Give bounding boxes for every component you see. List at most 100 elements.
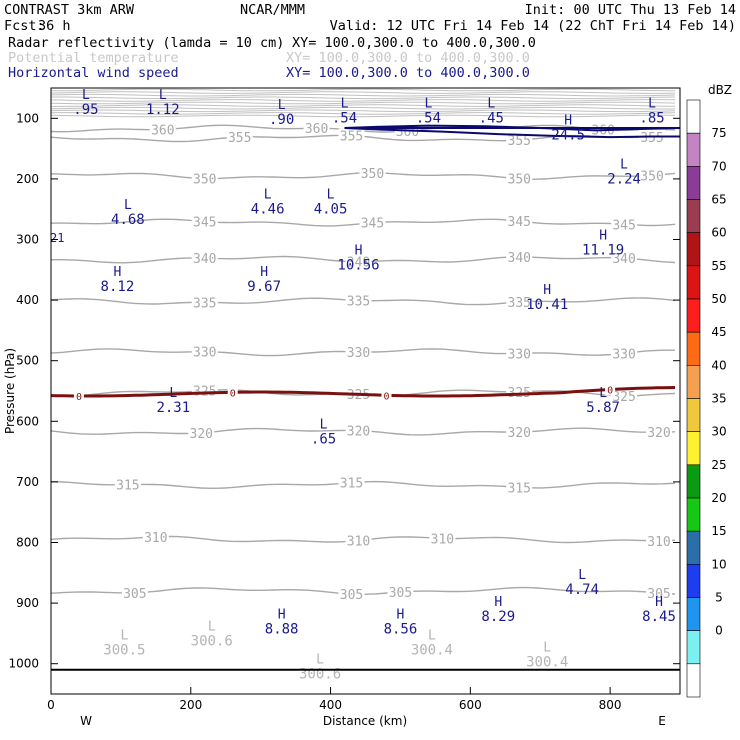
- theta-label: 320: [508, 426, 531, 441]
- extremum-L: L: [620, 158, 628, 173]
- zero-label-mask: [227, 386, 238, 399]
- theta-label-mask: [338, 128, 365, 142]
- extremum-value: .54: [332, 110, 357, 126]
- extremum-L: L: [543, 641, 551, 656]
- theta-label: 305: [389, 586, 412, 601]
- extremum-value: 2.24: [607, 172, 641, 188]
- theta-label: 315: [116, 479, 139, 494]
- extremum-value: .65: [311, 432, 336, 448]
- extremum-value: 300.4: [526, 655, 568, 671]
- theta-label-mask: [506, 171, 533, 185]
- theta-label: 335: [193, 296, 216, 311]
- theta-label-mask: [646, 425, 673, 439]
- theta-label: 355: [640, 131, 663, 146]
- extremum-H: H: [113, 265, 121, 280]
- fcst-label: Fcst:: [4, 18, 45, 34]
- x-tick-label: 400: [319, 698, 342, 712]
- theta-label-mask: [191, 344, 218, 358]
- theta-label: 330: [193, 346, 216, 361]
- y-tick-label: 700: [16, 475, 39, 489]
- colorbar-level-label: 15: [711, 524, 726, 538]
- extremum-value: 8.56: [384, 621, 418, 637]
- extremum-value: 4.46: [251, 201, 285, 217]
- theta-label-mask: [506, 346, 533, 360]
- theta-label-mask: [646, 533, 673, 547]
- theta-label-mask: [345, 293, 372, 307]
- extremum-value: 300.4: [411, 642, 453, 658]
- theta-label: 315: [508, 481, 531, 496]
- header: CONTRAST 3km ARW NCAR/MMM Init: 00 UTC T…: [4, 2, 736, 81]
- theta-label-mask: [345, 254, 372, 268]
- theta-label-mask: [646, 585, 673, 599]
- y-axis: 100 200 300 400 500 600 700 800 900 1000: [8, 111, 680, 671]
- extremum-L: L: [327, 187, 335, 202]
- theta-label: 330: [347, 346, 370, 361]
- y-tick-label: 100: [16, 111, 39, 125]
- y-tick-label: 200: [16, 172, 39, 186]
- theta-label-mask: [506, 249, 533, 263]
- zero-contour-label: 0: [383, 391, 389, 402]
- y-tick-label: 900: [16, 596, 39, 610]
- extremum-value: 4.74: [565, 582, 599, 598]
- field-xy-theta: XY= 100.0,300.0 to 400.0,300.0: [286, 50, 530, 66]
- theta-label: 355: [508, 134, 531, 149]
- theta-label-mask: [226, 130, 253, 144]
- extremum-value: 300.5: [103, 642, 145, 658]
- extremum-L: L: [341, 96, 349, 111]
- extremum-value: 8.29: [481, 609, 515, 625]
- y-tick-label: 500: [16, 354, 39, 368]
- zero-label-mask: [73, 390, 84, 403]
- extremum-H: H: [355, 244, 363, 259]
- theta-label-mask: [191, 251, 218, 265]
- extremum-H: H: [494, 595, 502, 610]
- theta-label-mask: [191, 214, 218, 228]
- x-tick-label: 600: [459, 698, 482, 712]
- x-tick-label: 200: [179, 698, 202, 712]
- upper-theta-contour: [50, 114, 676, 118]
- theta-label-mask: [114, 477, 141, 491]
- extremum-value: .95: [73, 102, 98, 118]
- extremum-H: H: [599, 229, 607, 244]
- theta-label: 320: [647, 426, 670, 441]
- colorbar-level-label: 45: [711, 325, 726, 339]
- theta-label-mask: [611, 251, 638, 265]
- theta-label-mask: [191, 295, 218, 309]
- theta-label-mask: [121, 585, 148, 599]
- theta-label: 340: [508, 251, 531, 266]
- upper-theta-contour: [50, 106, 676, 110]
- theta-label: 350: [361, 167, 384, 182]
- extremum-value: .54: [416, 110, 441, 126]
- extremum-H: H: [397, 607, 405, 622]
- upper-theta-contour: [50, 93, 676, 97]
- upper-theta-contour: [50, 112, 676, 115]
- theta-label: 350: [508, 173, 531, 188]
- edge-contour-label: 21: [50, 231, 64, 245]
- theta-label: 355: [340, 130, 363, 145]
- y-tick-label: 400: [16, 293, 39, 307]
- extremum-value: .45: [479, 110, 504, 126]
- theta-label-mask: [590, 122, 617, 136]
- colorbar-swatch: [686, 497, 701, 532]
- theta-label: 345: [612, 218, 635, 233]
- extremum-L: L: [208, 619, 216, 634]
- colorbar-swatch: [686, 630, 701, 665]
- theta-label-mask: [359, 215, 386, 229]
- theta-label-mask: [506, 214, 533, 228]
- extremum-L: L: [120, 628, 128, 643]
- theta-label-mask: [429, 531, 456, 545]
- extremum-value: 5.87: [586, 400, 620, 416]
- x-axis-label: Distance (km): [323, 714, 407, 728]
- theta-label: 345: [361, 217, 384, 232]
- extremum-value: .90: [269, 112, 294, 128]
- zero-contour-labels: 0 0 0 0: [73, 383, 616, 403]
- x-axis: 0 200 400 600 800: [47, 687, 622, 712]
- colorbar-level-label: 35: [711, 392, 726, 406]
- extremum-L: L: [487, 96, 495, 111]
- upper-theta-dense-contours: [50, 88, 676, 118]
- extremum-value: 300.6: [191, 633, 233, 649]
- field-name-wind: Horizontal wind speed: [8, 65, 179, 81]
- colorbar-level-label: 65: [711, 193, 726, 207]
- theta-label: 350: [193, 173, 216, 188]
- theta-label-mask: [345, 533, 372, 547]
